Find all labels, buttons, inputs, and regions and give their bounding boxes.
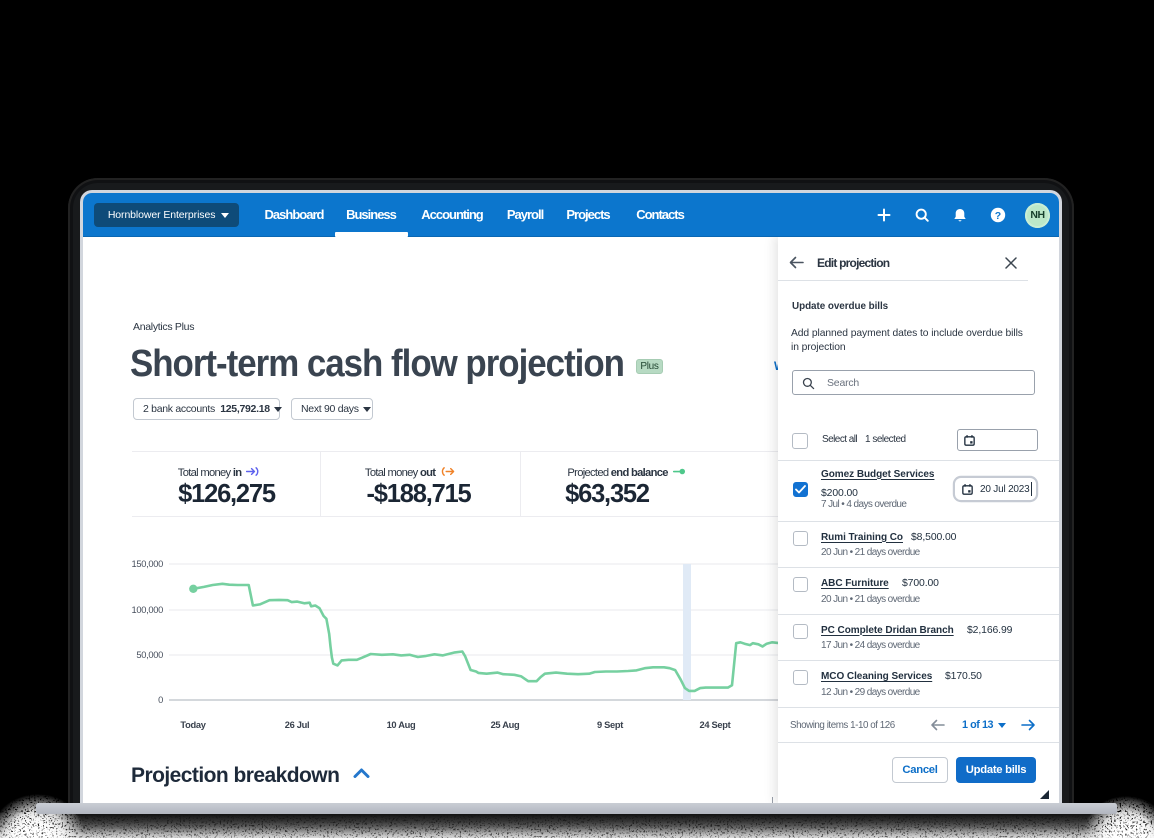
svg-text:Today: Today: [180, 720, 206, 730]
svg-text:24 Sept: 24 Sept: [700, 720, 731, 730]
svg-text:25 Aug: 25 Aug: [491, 720, 520, 730]
svg-text:50,000: 50,000: [136, 650, 163, 660]
svg-text:150,000: 150,000: [131, 559, 163, 569]
svg-text:100,000: 100,000: [131, 605, 163, 615]
svg-text:0: 0: [158, 695, 163, 705]
svg-text:10 Aug: 10 Aug: [387, 720, 416, 730]
svg-text:9 Sept: 9 Sept: [597, 720, 623, 730]
svg-text:26 Jul: 26 Jul: [285, 720, 310, 730]
svg-text:?: ?: [995, 210, 1001, 222]
